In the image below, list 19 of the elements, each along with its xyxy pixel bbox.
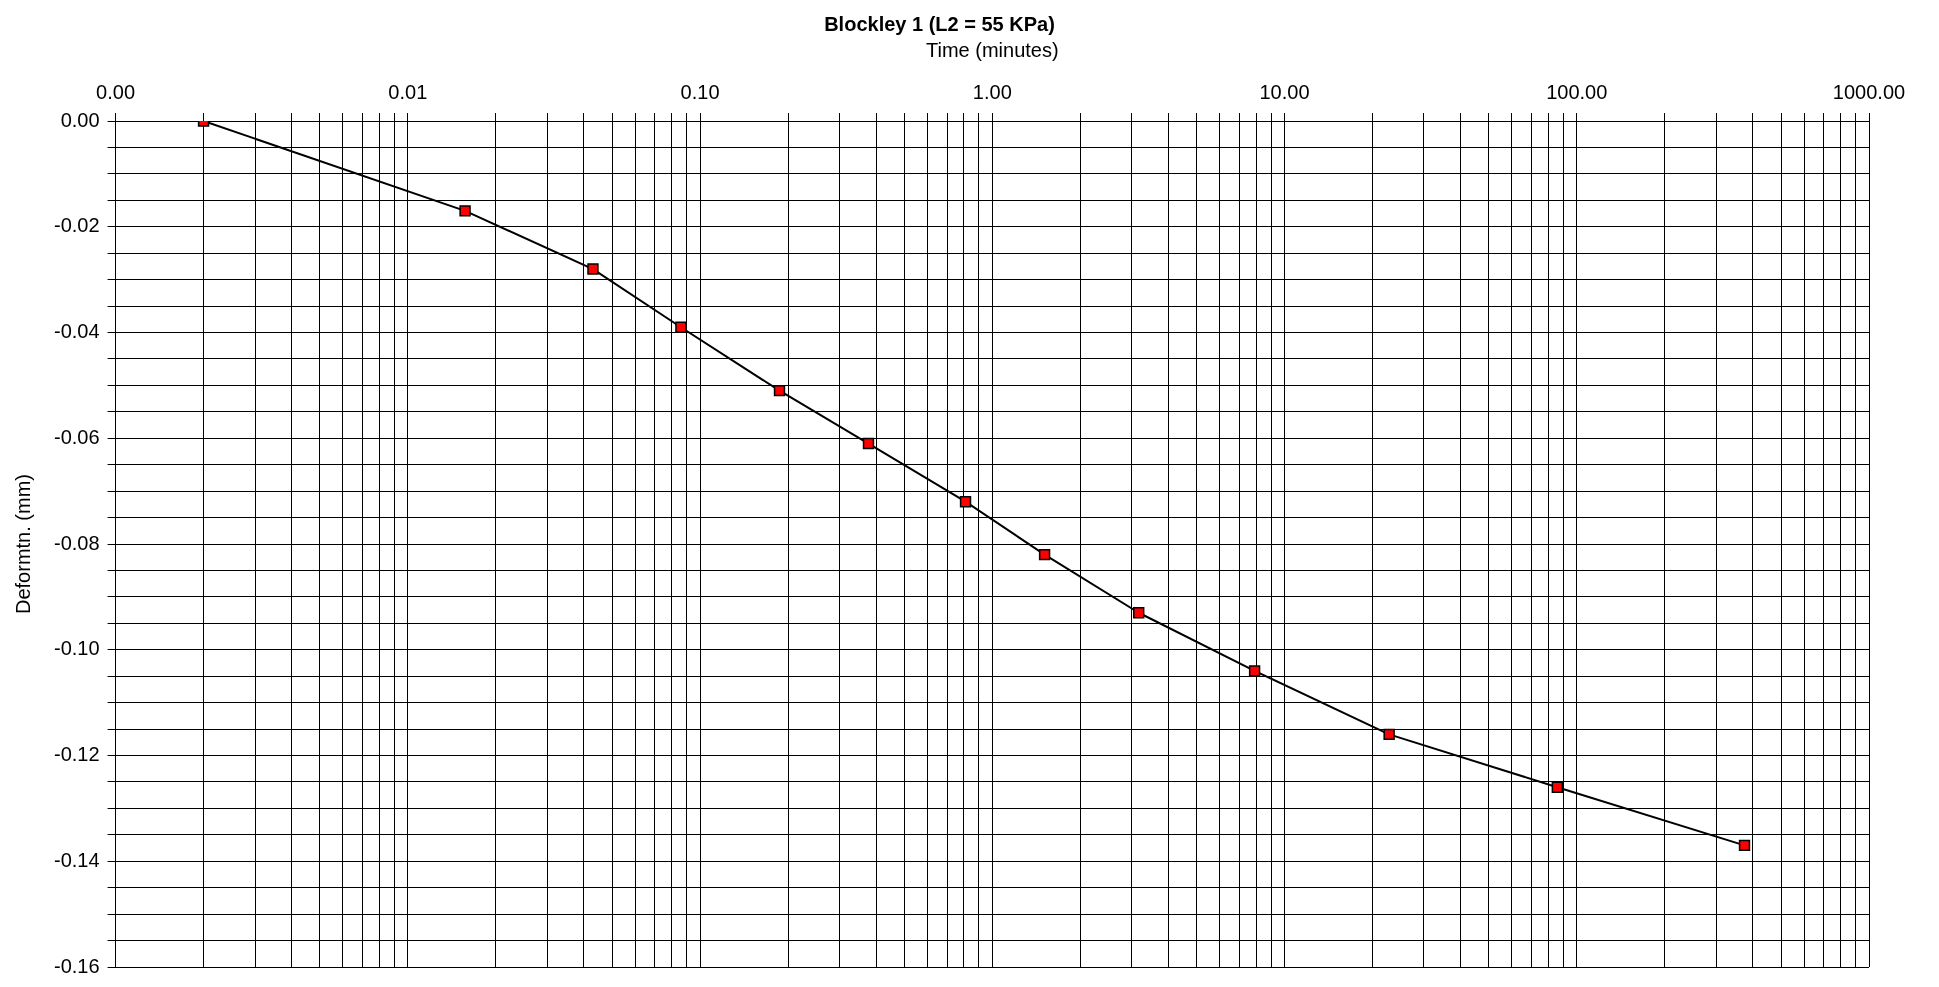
x-tick-label: 1000.00 — [1832, 80, 1906, 103]
x-tick-label: 0.01 — [388, 80, 428, 103]
y-tick-label: -0.02 — [53, 214, 100, 237]
y-tick-label: 0.00 — [60, 108, 100, 131]
x-tick-label: 1.00 — [972, 80, 1012, 103]
x-tick-label: 0.10 — [680, 80, 720, 103]
chart-title: Blockley 1 (L2 = 55 KPa) — [824, 12, 1055, 35]
y-axis-title: Deformtn. (mm) — [11, 474, 34, 614]
y-tick-label: -0.12 — [53, 743, 100, 766]
x-tick-label: 100.00 — [1546, 80, 1608, 103]
x-tick-label: 0.00 — [96, 80, 136, 103]
y-tick-label: -0.16 — [53, 954, 100, 977]
y-tick-label: -0.08 — [53, 531, 100, 554]
y-tick-label: -0.04 — [53, 320, 100, 343]
y-tick-label: -0.14 — [53, 848, 100, 871]
x-axis-title: Time (minutes) — [925, 38, 1059, 61]
y-tick-label: -0.06 — [53, 425, 100, 448]
x-tick-label: 10.00 — [1259, 80, 1310, 103]
y-tick-label: -0.10 — [53, 637, 100, 660]
